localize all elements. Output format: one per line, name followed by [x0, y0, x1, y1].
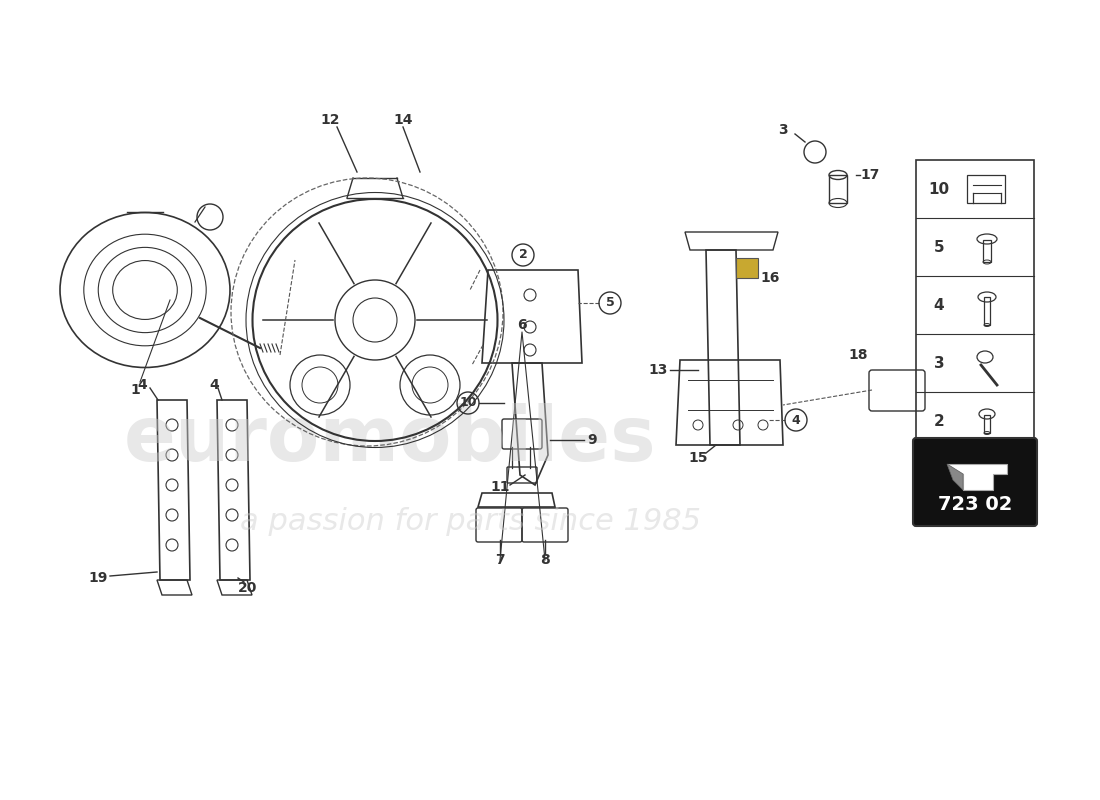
FancyBboxPatch shape [913, 438, 1037, 526]
Text: 10: 10 [460, 397, 476, 410]
Bar [967, 175, 1005, 203]
Text: 16: 16 [760, 271, 780, 285]
Text: 9: 9 [587, 433, 597, 447]
Text: 20: 20 [239, 581, 257, 595]
Bar [829, 175, 847, 203]
Text: 4: 4 [209, 378, 219, 392]
Text: a passion for parts since 1985: a passion for parts since 1985 [240, 507, 701, 537]
Bar [736, 258, 758, 278]
Text: euromobiles: euromobiles [123, 403, 657, 477]
Bar [983, 240, 991, 262]
Text: 8: 8 [540, 553, 550, 567]
Text: 2: 2 [934, 414, 945, 429]
Text: 11: 11 [491, 480, 509, 494]
Text: 10: 10 [928, 182, 949, 197]
Text: 5: 5 [606, 297, 615, 310]
Polygon shape [947, 464, 962, 490]
Bar [984, 415, 990, 433]
Text: 3: 3 [934, 355, 944, 370]
Text: 14: 14 [394, 113, 412, 127]
Text: 18: 18 [848, 348, 868, 362]
Text: 2: 2 [518, 249, 527, 262]
Text: 4: 4 [934, 298, 944, 313]
Text: 17: 17 [860, 168, 880, 182]
Text: 12: 12 [320, 113, 340, 127]
Text: 723 02: 723 02 [938, 494, 1012, 514]
Bar [984, 297, 990, 325]
Text: 19: 19 [88, 571, 108, 585]
Polygon shape [947, 464, 1007, 490]
Text: 3: 3 [778, 123, 788, 137]
Text: 15: 15 [689, 451, 707, 465]
Text: 6: 6 [517, 318, 527, 332]
Text: 13: 13 [648, 363, 668, 377]
Text: 1: 1 [130, 383, 140, 397]
Text: 7: 7 [495, 553, 505, 567]
Text: 4: 4 [138, 378, 147, 392]
Text: 5: 5 [934, 239, 944, 254]
Text: 4: 4 [792, 414, 801, 426]
Bar [916, 160, 1034, 450]
